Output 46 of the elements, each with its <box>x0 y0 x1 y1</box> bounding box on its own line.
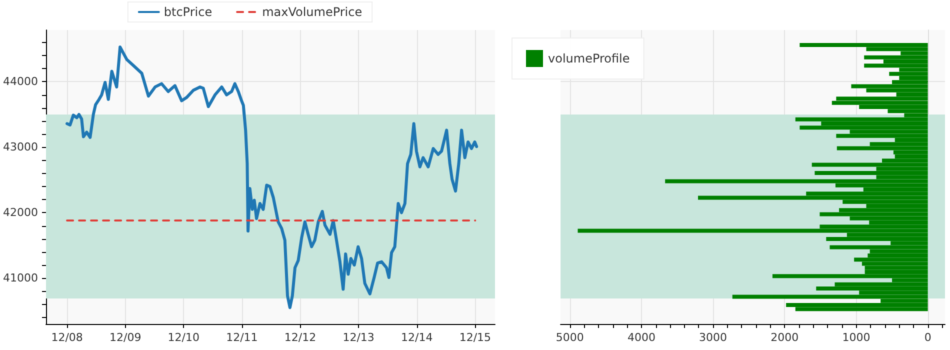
bar <box>889 72 928 76</box>
x-tick-label: 12/11 <box>226 331 258 344</box>
bar <box>732 294 928 299</box>
y-tick-label: 42000 <box>2 206 38 220</box>
bar <box>830 245 928 250</box>
bar <box>864 266 928 270</box>
legend-label: btcPrice <box>164 5 212 19</box>
x-tick-label: 12/10 <box>168 331 200 344</box>
bar <box>832 100 928 105</box>
x-tick-label: 5000 <box>556 331 584 344</box>
y-tick-label: 44000 <box>2 75 38 88</box>
bar <box>786 302 928 307</box>
y-tick-label: 41000 <box>2 272 38 285</box>
bar <box>826 236 928 241</box>
bar <box>836 134 928 138</box>
bar <box>665 179 928 184</box>
bar <box>800 43 928 48</box>
bar <box>795 117 928 122</box>
bar <box>800 126 928 130</box>
x-tick-label: 12/09 <box>109 331 142 344</box>
x-tick-label: 2000 <box>770 331 799 344</box>
x-tick-label: 12/12 <box>284 331 316 344</box>
bar <box>772 274 928 278</box>
x-tick-label: 1000 <box>842 331 870 344</box>
legend-label: volumeProfile <box>548 52 630 66</box>
bar <box>820 212 928 216</box>
x-tick-label: 3000 <box>699 331 728 344</box>
bar <box>816 286 928 290</box>
bar <box>812 162 928 167</box>
bar <box>864 64 928 68</box>
bar <box>698 196 928 200</box>
bar <box>836 96 928 101</box>
x-tick-label: 4000 <box>627 331 656 344</box>
bar <box>578 228 928 233</box>
bar <box>836 146 928 150</box>
legend-label: maxVolumePrice <box>262 5 362 19</box>
bar <box>864 55 928 60</box>
bar <box>851 84 928 88</box>
x-tick-label: 12/08 <box>51 331 83 344</box>
x-tick-label: 12/15 <box>459 331 492 344</box>
bar <box>854 258 928 262</box>
y-tick-label: 43000 <box>2 140 38 154</box>
bar <box>814 170 928 175</box>
x-tick-label: 12/14 <box>401 331 433 344</box>
x-tick-label: 12/13 <box>342 331 374 344</box>
x-tick-label: 0 <box>924 331 932 344</box>
